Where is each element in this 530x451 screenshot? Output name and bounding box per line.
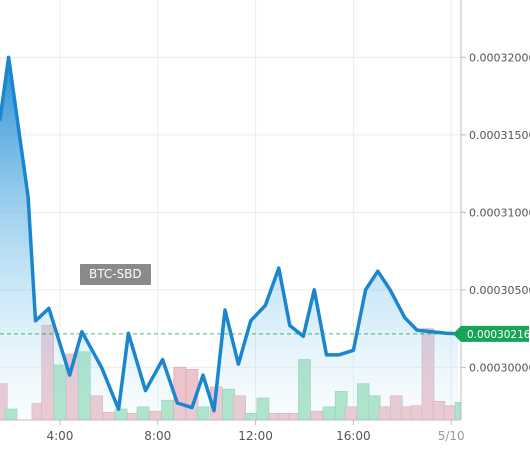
x-tick-label: 4:00 [46,429,73,443]
price-line [0,55,461,413]
y-tick-label: 0.00030000 [469,361,530,374]
price-area [0,55,461,420]
x-tick-label: 5/10 [438,429,465,443]
x-axis-ticks: 4:00 8:00 12:00 16:00 5/10 [46,420,465,443]
x-tick-label: 16:00 [336,429,371,443]
last-price-tag: 0.00030216 [453,325,530,342]
axes [0,0,462,421]
y-axis-ticks: 0.00030000 0.00030500 0.00031000 0.00031500… [461,51,530,374]
y-tick-label: 0.00032000 [469,51,530,64]
y-tick-label: 0.00031500 [469,129,530,142]
x-tick-label: 8:00 [144,429,171,443]
y-tick-label: 0.00031000 [469,206,530,219]
y-tick-label: 0.00030500 [469,284,530,297]
last-price-label: 0.00030216 [467,329,530,341]
price-area-fill [0,57,459,420]
pair-label: BTC-SBD [80,264,151,285]
x-tick-label: 12:00 [238,429,273,443]
last-price-tag-shape [453,325,529,342]
